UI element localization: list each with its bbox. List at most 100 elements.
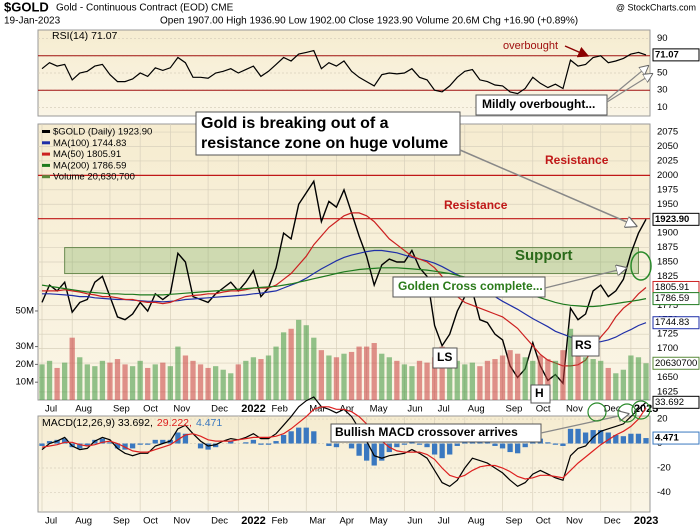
bar [333,443,340,448]
bar [137,360,143,400]
legend-entry: $GOLD (Daily) 1923.90 [53,127,152,138]
last-value-box [652,395,700,409]
x-tick-label: Nov [566,404,583,415]
pattern-label-box [432,347,458,369]
legend-swatch [42,175,50,179]
y-tick-label: -40 [657,487,671,498]
bar [394,360,400,400]
bar [311,337,317,400]
bar [137,443,143,445]
bar [213,443,219,448]
x-tick-label: Aug [468,404,485,415]
bar [77,357,83,400]
bar [273,346,279,400]
bar [643,363,649,400]
bar [439,346,445,400]
callout-box [475,94,608,116]
bar [152,439,158,444]
annotation: Mildly overbought... [482,97,595,111]
bar [364,346,370,400]
bar [145,443,151,445]
bar [122,364,128,400]
x-tick-label: Apr [339,516,354,527]
y2-tick-label: 30M [16,341,35,352]
bar [167,366,173,400]
bar [635,357,642,400]
legend-entry: MACD(12,26,9) 33.692, [42,417,153,429]
legend-entry: 4.471 [196,417,222,429]
bar [552,443,559,445]
y-tick-label: 2075 [657,127,678,138]
bar [575,346,581,400]
y-tick-label: -20 [657,462,671,473]
bar [628,433,634,444]
y-tick-label: 1725 [657,329,678,340]
bar [439,443,445,459]
bar [46,360,53,400]
arrow [564,45,590,58]
bar [258,443,264,445]
source: @ StockCharts.com [616,2,696,12]
last-value-label: 1744.83 [655,317,689,328]
bar [54,367,60,400]
bar [590,359,596,400]
x-tick-label: Sep [506,404,523,415]
annotation: RS [575,338,592,352]
stats: Open 1907.00 High 1936.90 Low 1902.00 Cl… [160,16,578,27]
bar [371,343,377,400]
bar [39,443,45,446]
bar [424,362,430,400]
last-value-label: 20630700 [655,358,697,369]
arrow [606,74,652,103]
legend-entry: RSI(14) 71.07 [52,30,118,42]
y-tick-label: 1625 [657,386,678,397]
bar [197,364,204,400]
legend-swatch [42,163,50,167]
bar [333,357,340,400]
bar [129,366,136,400]
x-tick-label: Dec [604,404,621,415]
bar [175,346,181,400]
x-tick-label: Sep [113,516,130,527]
series-line [42,249,647,344]
x-tick-label: Mar [309,516,325,527]
y-tick-label: 1950 [657,199,678,210]
x-tick-label: Feb [272,404,288,415]
y-tick-label: 1875 [657,242,678,253]
y-tick-label: 2050 [657,141,678,152]
last-value-label: 1923.90 [655,214,689,225]
bar [348,443,355,449]
callout-box [392,276,546,298]
bar [182,355,189,400]
last-value-label: 33.692 [655,397,684,408]
x-tick-label: Dec [211,404,228,415]
bar [258,359,264,400]
x-tick-label: Feb [272,516,288,527]
bar [582,432,589,444]
bar [235,364,241,400]
bar [643,438,649,444]
callout-box [195,111,461,156]
bar [62,362,68,400]
x-tick-label: Jul [438,516,450,527]
bar [220,369,226,400]
y-tick-label: 10 [657,102,668,113]
bar [401,364,408,400]
bar [114,359,121,400]
bar [394,443,400,448]
bar [613,373,619,400]
bar [613,434,619,444]
y-tick-label: 1775 [657,300,678,311]
bar [575,428,581,444]
y-tick-label: 1900 [657,228,678,239]
x-tick-label: Nov [173,404,190,415]
annotation: H [535,386,544,400]
bar [145,367,151,400]
bar [197,443,204,449]
bar [431,357,438,400]
x-tick-label: Oct [143,404,158,415]
bar [250,439,257,444]
bar [560,350,566,400]
x-tick-label: Sep [506,516,523,527]
x-tick-label: Oct [536,404,551,415]
